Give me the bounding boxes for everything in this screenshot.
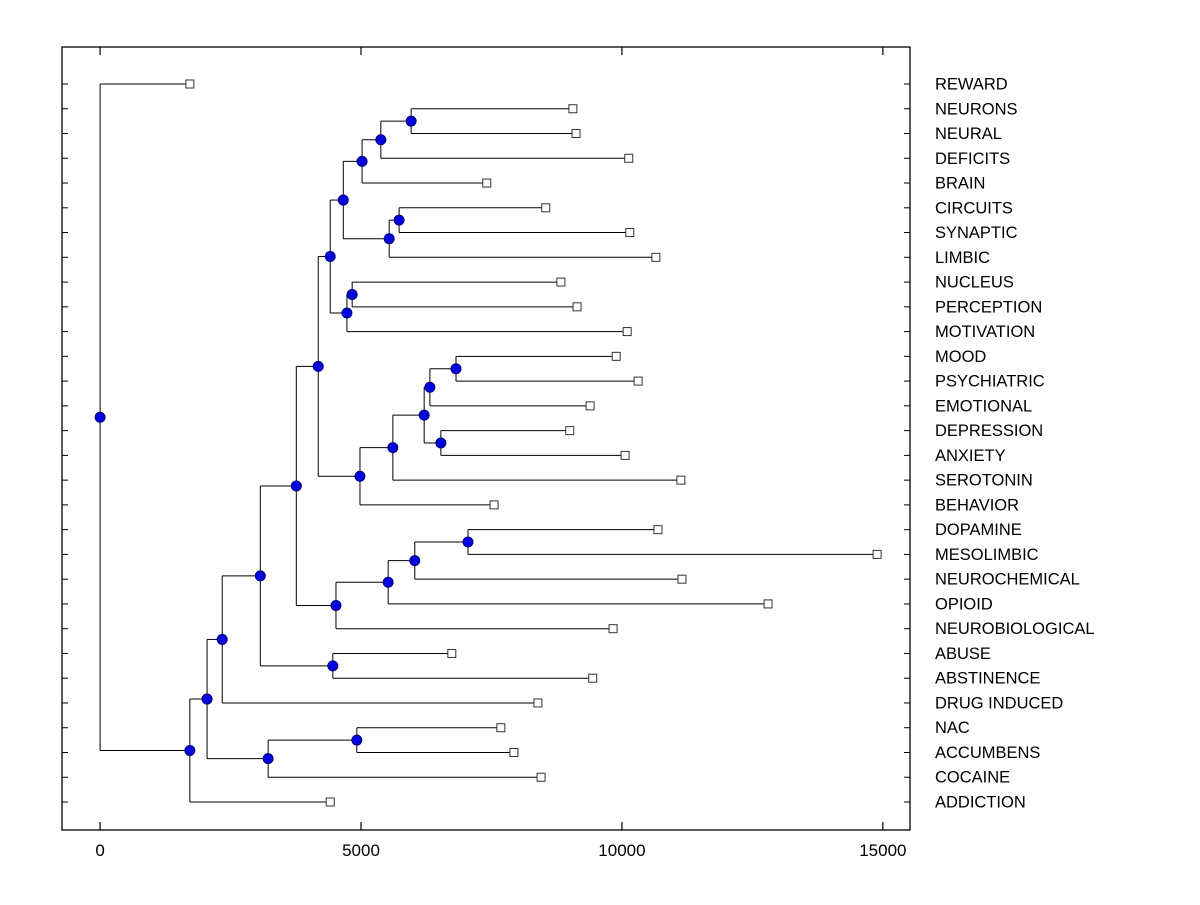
leaf-marker xyxy=(633,376,643,386)
leaf-label: BRAIN xyxy=(935,175,985,193)
leaf-label: MOOD xyxy=(935,348,986,366)
leaf-marker xyxy=(482,178,492,188)
leaf-marker xyxy=(676,475,686,485)
leaf-label: ACCUMBENS xyxy=(935,744,1040,762)
internal-node-marker xyxy=(254,570,266,582)
leaf-label: NEUROBIOLOGICAL xyxy=(935,620,1095,638)
leaf-label: CIRCUITS xyxy=(935,199,1013,217)
leaf-marker xyxy=(585,401,595,411)
leaf-marker xyxy=(653,525,663,535)
leaf-label: PERCEPTION xyxy=(935,298,1042,316)
leaf-marker xyxy=(568,104,578,114)
leaf-label: REWARD xyxy=(935,76,1008,94)
internal-node-marker xyxy=(356,155,368,167)
x-tick-label: 5000 xyxy=(342,841,380,860)
internal-node-marker xyxy=(405,115,417,127)
internal-node-marker xyxy=(341,307,353,319)
leaf-marker xyxy=(541,203,551,213)
leaf-marker xyxy=(625,228,635,238)
internal-node-marker xyxy=(324,251,336,263)
internal-node-marker xyxy=(216,633,228,645)
internal-node-marker xyxy=(354,470,366,482)
leaf-marker xyxy=(651,252,661,262)
leaf-label: ABUSE xyxy=(935,645,991,663)
internal-node-marker xyxy=(409,555,421,567)
leaf-label: ANXIETY xyxy=(935,447,1006,465)
leaf-label: SYNAPTIC xyxy=(935,224,1018,242)
leaf-label: LIMBIC xyxy=(935,249,990,267)
leaf-marker xyxy=(624,153,634,163)
internal-node-marker xyxy=(450,363,462,375)
leaf-marker xyxy=(447,648,457,658)
internal-node-marker xyxy=(290,480,302,492)
leaf-label: DRUG INDUCED xyxy=(935,694,1063,712)
leaf-label: MOTIVATION xyxy=(935,323,1035,341)
leaf-label: DEFICITS xyxy=(935,150,1010,168)
internal-node-marker xyxy=(462,536,474,548)
x-tick-label: 10000 xyxy=(598,841,645,860)
internal-node-marker xyxy=(382,576,394,588)
internal-node-marker xyxy=(312,360,324,372)
leaf-marker xyxy=(872,549,882,559)
leaf-marker xyxy=(611,351,621,361)
internal-node-marker xyxy=(201,693,213,705)
leaf-label: ABSTINENCE xyxy=(935,670,1040,688)
internal-node-marker xyxy=(351,734,363,746)
internal-node-marker xyxy=(435,437,447,449)
leaf-label: NAC xyxy=(935,719,970,737)
leaf-marker xyxy=(622,327,632,337)
leaf-marker xyxy=(572,302,582,312)
leaf-marker xyxy=(620,450,630,460)
leaf-label: BEHAVIOR xyxy=(935,496,1019,514)
leaf-marker xyxy=(536,772,546,782)
leaf-label: ADDICTION xyxy=(935,794,1026,812)
plot-box xyxy=(61,46,911,831)
leaf-label: OPIOID xyxy=(935,595,993,613)
x-tick-label: 0 xyxy=(95,841,104,860)
leaf-marker xyxy=(325,797,335,807)
leaf-label: NEURONS xyxy=(935,100,1018,118)
leaf-label: DEPRESSION xyxy=(935,422,1043,440)
leaf-marker xyxy=(533,698,543,708)
internal-node-marker xyxy=(393,214,405,226)
leaf-marker xyxy=(763,599,773,609)
internal-node-marker xyxy=(375,134,387,146)
internal-node-marker xyxy=(330,599,342,611)
leaf-marker xyxy=(556,277,566,287)
leaf-marker xyxy=(677,574,687,584)
internal-node-marker xyxy=(383,233,395,245)
internal-node-marker xyxy=(418,409,430,421)
leaf-label: DOPAMINE xyxy=(935,521,1022,539)
leaf-label: COCAINE xyxy=(935,769,1010,787)
leaf-marker xyxy=(509,747,519,757)
leaf-marker xyxy=(565,426,575,436)
leaf-marker xyxy=(571,129,581,139)
leaf-marker xyxy=(185,79,195,89)
leaf-label: NEURAL xyxy=(935,125,1002,143)
internal-node-marker xyxy=(94,411,106,423)
leaf-marker xyxy=(588,673,598,683)
leaf-label: MESOLIMBIC xyxy=(935,546,1039,564)
internal-node-marker xyxy=(424,381,436,393)
internal-node-marker xyxy=(327,660,339,672)
internal-node-marker xyxy=(387,442,399,454)
leaf-label: NEUROCHEMICAL xyxy=(935,571,1080,589)
leaf-label: EMOTIONAL xyxy=(935,397,1032,415)
internal-node-marker xyxy=(337,194,349,206)
internal-node-marker xyxy=(184,745,196,757)
leaf-label: SEROTONIN xyxy=(935,472,1033,490)
leaf-marker xyxy=(608,624,618,634)
leaf-label: PSYCHIATRIC xyxy=(935,373,1045,391)
leaf-marker xyxy=(489,500,499,510)
x-tick-label: 15000 xyxy=(859,841,906,860)
internal-node-marker xyxy=(346,288,358,300)
leaf-label: NUCLEUS xyxy=(935,274,1014,292)
internal-node-marker xyxy=(262,753,274,765)
leaf-marker xyxy=(496,723,506,733)
